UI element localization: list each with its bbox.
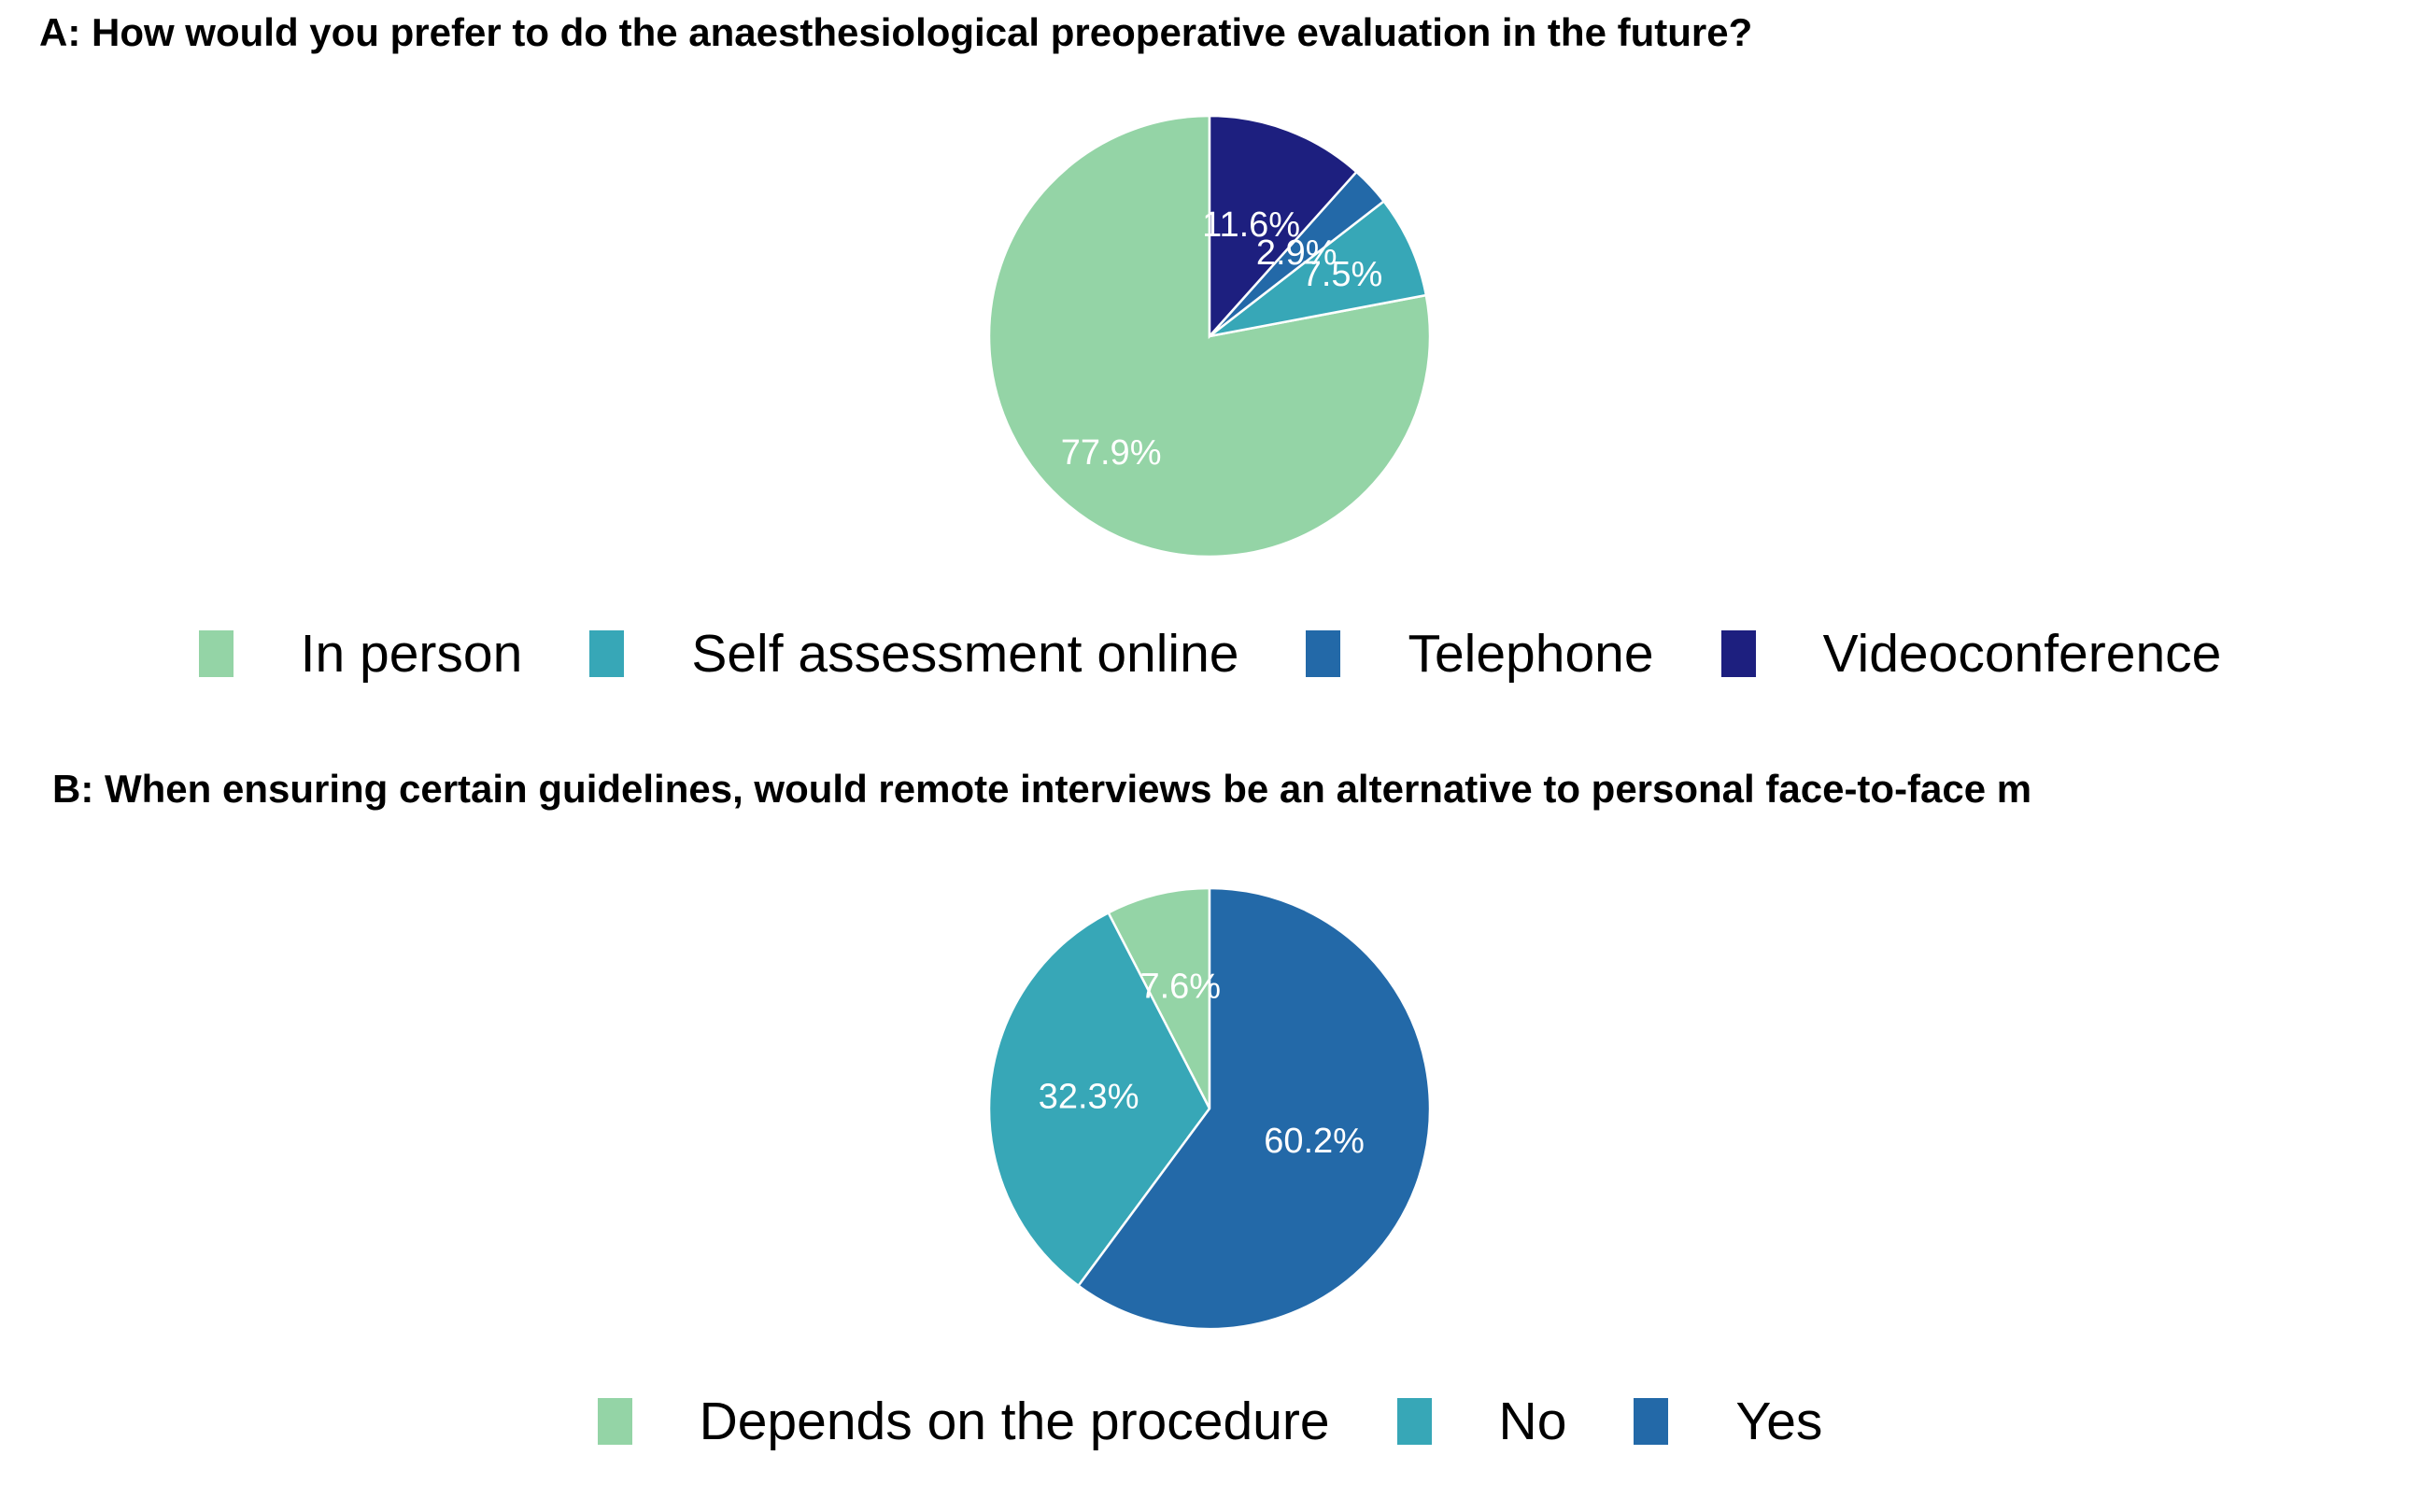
chart-a-legend-item-in-person: In person xyxy=(198,623,523,685)
chart-a-pie: 77.9% 7.5%2.9%11.6% xyxy=(987,114,1432,558)
chart-b-legend-label: Depends on the procedure xyxy=(699,1392,1330,1451)
chart-b-data-label-no: 32.3% xyxy=(1039,1078,1139,1117)
chart-a-legend-item-videoconference: Videoconference xyxy=(1720,623,2222,685)
chart-b-legend-swatch xyxy=(597,1398,632,1445)
chart-a-slice-videoconference xyxy=(1208,114,1359,340)
chart-b-legend-item-yes: Yes xyxy=(1634,1391,1822,1452)
chart-b-slice-no xyxy=(987,911,1211,1288)
chart-b-slice-yes xyxy=(1076,886,1432,1331)
chart-b-legend-label: No xyxy=(1498,1392,1567,1451)
chart-a-legend-label: Self assessment online xyxy=(691,624,1239,684)
chart-a-legend: In person Self assessment online Telephone… xyxy=(0,616,2420,691)
chart-b-data-label-depends-on-the-procedure: 7.6% xyxy=(1139,968,1221,1007)
chart-a-legend-label: In person xyxy=(300,624,523,684)
chart-a-legend-item-self-assessment-online: Self assessment online xyxy=(589,623,1238,685)
chart-b-legend-swatch xyxy=(1634,1398,1669,1445)
chart-a-data-label-videoconference: 11.6% xyxy=(1202,205,1300,245)
chart-b-title: B: When ensuring certain guidelines, wou… xyxy=(52,767,2032,811)
chart-a-title: A: How would you prefer to do the anaest… xyxy=(39,10,1753,54)
chart-b-pie: 7.6% 32.3% 60.2% xyxy=(987,886,1432,1331)
chart-a-legend-swatch xyxy=(1720,630,1756,677)
chart-a-data-label-in-person: 77.9% xyxy=(1061,433,1162,473)
chart-b-slice-depends-on-the-procedure xyxy=(1106,886,1211,1109)
chart-a-legend-item-telephone: Telephone xyxy=(1306,623,1654,685)
chart-b-legend-item-depends-on-the-procedure: Depends on the procedure xyxy=(597,1391,1330,1452)
chart-b-legend: Depends on the procedure No Yes xyxy=(0,1384,2420,1459)
chart-b-legend-label: Yes xyxy=(1735,1392,1823,1451)
chart-a-legend-swatch xyxy=(589,630,625,677)
chart-b-legend-swatch xyxy=(1396,1398,1432,1445)
chart-a-legend-swatch xyxy=(198,630,234,677)
chart-a-data-label-telephone: 2.9% xyxy=(1256,233,1337,273)
chart-a-legend-label: Videoconference xyxy=(1822,624,2222,684)
chart-a-legend-swatch xyxy=(1306,630,1341,677)
chart-a-slice-self-assessment-online xyxy=(1209,199,1428,338)
chart-a-data-label-self-assessment-online: 7.5% xyxy=(1302,255,1383,294)
chart-b-legend-item-no: No xyxy=(1396,1391,1567,1452)
chart-a-legend-label: Telephone xyxy=(1408,624,1654,684)
chart-b-data-label-yes: 60.2% xyxy=(1264,1122,1365,1161)
